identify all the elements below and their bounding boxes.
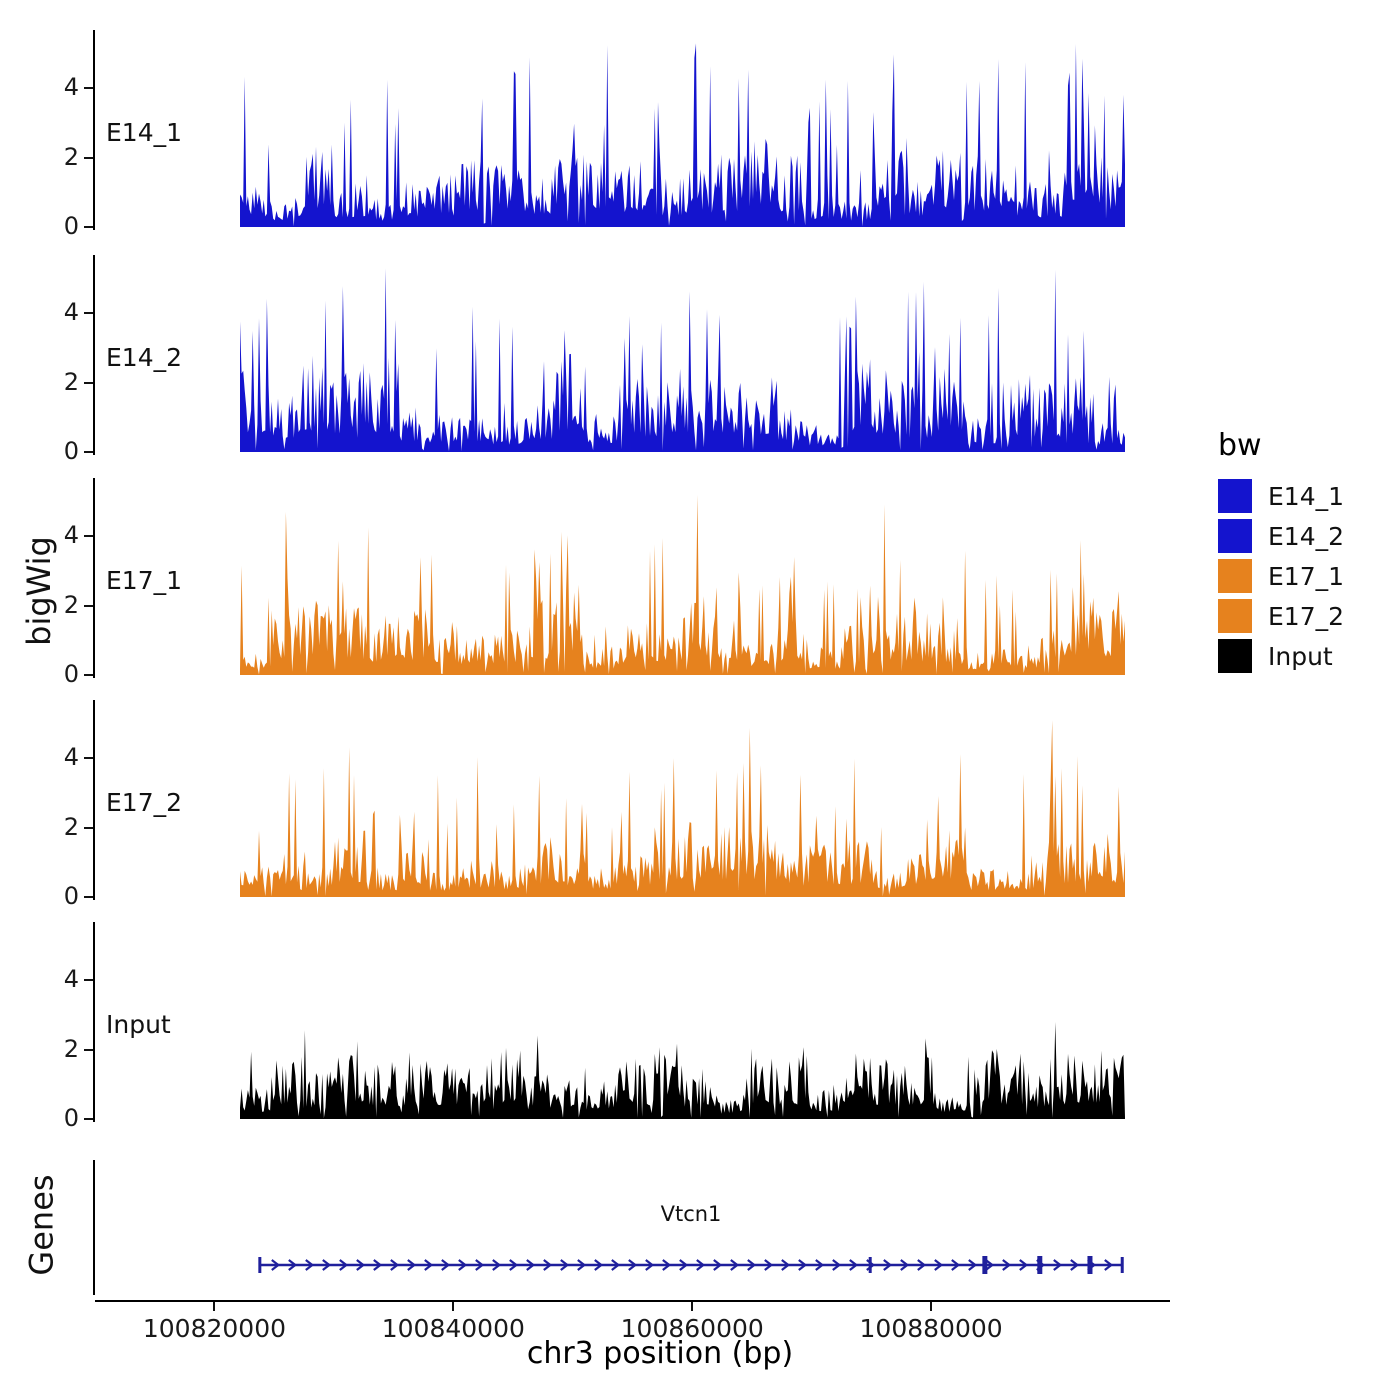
- y-axis-line-E14_1: [93, 30, 95, 230]
- x-tick-100840000: [452, 1302, 455, 1311]
- legend: bw E14_1 E14_2 E17_1 E17_2 Input: [1218, 428, 1344, 679]
- y-tick-E17_1-2: [84, 604, 93, 607]
- y-tick-E17_1-4: [84, 535, 93, 538]
- x-tick-label-100840000: 100840000: [381, 1314, 525, 1343]
- y-tick-label-E17_1-2: 2: [63, 590, 79, 619]
- y-tick-E17_2-2: [84, 826, 93, 829]
- legend-swatch-E14_1: [1218, 479, 1252, 513]
- track-area-E14_1: [240, 43, 1125, 228]
- y-tick-Input-4: [84, 979, 93, 982]
- y-tick-label-E14_1-2: 2: [63, 142, 79, 171]
- x-tick-100860000: [691, 1302, 694, 1311]
- y-tick-E17_1-0: [84, 674, 93, 676]
- x-tick-label-100820000: 100820000: [142, 1314, 287, 1343]
- y-tick-label-E14_1-0: 0: [63, 212, 79, 240]
- legend-item-E14_1: E14_1: [1218, 479, 1344, 513]
- y-tick-E17_2-0: [84, 896, 93, 898]
- x-axis-title: chr3 position (bp): [526, 1336, 794, 1371]
- y-tick-E14_2-2: [84, 381, 93, 384]
- y-tick-E14_2-0: [84, 451, 93, 453]
- legend-label-Input: Input: [1268, 641, 1333, 671]
- track-label-E14_1: E14_1: [106, 118, 183, 147]
- legend-title: bw: [1218, 428, 1262, 463]
- legend-label-E17_2: E17_2: [1268, 601, 1345, 631]
- y-tick-Input-2: [84, 1048, 93, 1051]
- y-tick-E14_1-2: [84, 156, 93, 159]
- y-tick-label-Input-4: 4: [63, 965, 79, 994]
- legend-swatch-E14_2: [1218, 519, 1252, 553]
- y-tick-label-Input-0: 0: [63, 1104, 79, 1132]
- legend-item-Input: Input: [1218, 639, 1344, 673]
- y-tick-E14_1-0: [84, 226, 93, 228]
- track-label-E17_1: E17_1: [106, 566, 183, 595]
- legend-swatch-E17_1: [1218, 559, 1252, 593]
- y-tick-label-E17_2-2: 2: [63, 812, 79, 841]
- y-tick-label-E17_2-4: 4: [63, 743, 79, 772]
- track-area-Input: [240, 1022, 1125, 1119]
- track-area-E17_2: [240, 720, 1125, 897]
- y-tick-label-E17_1-4: 4: [63, 521, 79, 550]
- legend-swatch-E17_2: [1218, 599, 1252, 633]
- legend-label-E14_1: E14_1: [1268, 481, 1345, 511]
- legend-swatch-Input: [1218, 639, 1252, 673]
- track-label-E14_2: E14_2: [106, 343, 183, 372]
- y-tick-label-E17_1-0: 0: [63, 660, 79, 688]
- track-label-Input: Input: [106, 1010, 171, 1039]
- y-tick-Input-0: [84, 1118, 93, 1120]
- y-tick-label-E14_2-0: 0: [63, 437, 79, 465]
- legend-item-E17_1: E17_1: [1218, 559, 1344, 593]
- x-axis-line: [95, 1300, 1170, 1302]
- y-tick-label-E14_2-4: 4: [63, 298, 79, 327]
- genes-axis-line: [93, 1160, 95, 1295]
- gene-model-Vtcn1: [258, 1256, 1124, 1274]
- x-tick-label-100860000: 100860000: [620, 1314, 764, 1343]
- y-tick-label-E14_1-4: 4: [63, 73, 79, 102]
- x-tick-100820000: [213, 1302, 216, 1311]
- y-axis-line-Input: [93, 922, 95, 1122]
- track-area-E14_2: [240, 268, 1125, 452]
- x-tick-100880000: [930, 1302, 933, 1311]
- y-tick-E14_1-4: [84, 87, 93, 90]
- y-tick-E17_2-4: [84, 757, 93, 760]
- gene-name-label: Vtcn1: [660, 1202, 722, 1226]
- legend-label-E17_1: E17_1: [1268, 561, 1345, 591]
- legend-item-E14_2: E14_2: [1218, 519, 1344, 553]
- y-axis-line-E14_2: [93, 255, 95, 455]
- track-label-E17_2: E17_2: [106, 788, 183, 817]
- y-axis-line-E17_2: [93, 700, 95, 900]
- y-tick-E14_2-4: [84, 312, 93, 315]
- y-tick-label-E17_2-0: 0: [63, 882, 79, 910]
- legend-label-E14_2: E14_2: [1268, 521, 1345, 551]
- y-tick-label-Input-2: 2: [63, 1034, 79, 1063]
- track-area-E17_1: [240, 494, 1125, 675]
- legend-item-E17_2: E17_2: [1218, 599, 1344, 633]
- x-tick-label-100880000: 100880000: [859, 1314, 1003, 1343]
- y-axis-line-E17_1: [93, 478, 95, 678]
- legend-items: E14_1 E14_2 E17_1 E17_2 Input: [1218, 479, 1344, 673]
- y-tick-label-E14_2-2: 2: [63, 367, 79, 396]
